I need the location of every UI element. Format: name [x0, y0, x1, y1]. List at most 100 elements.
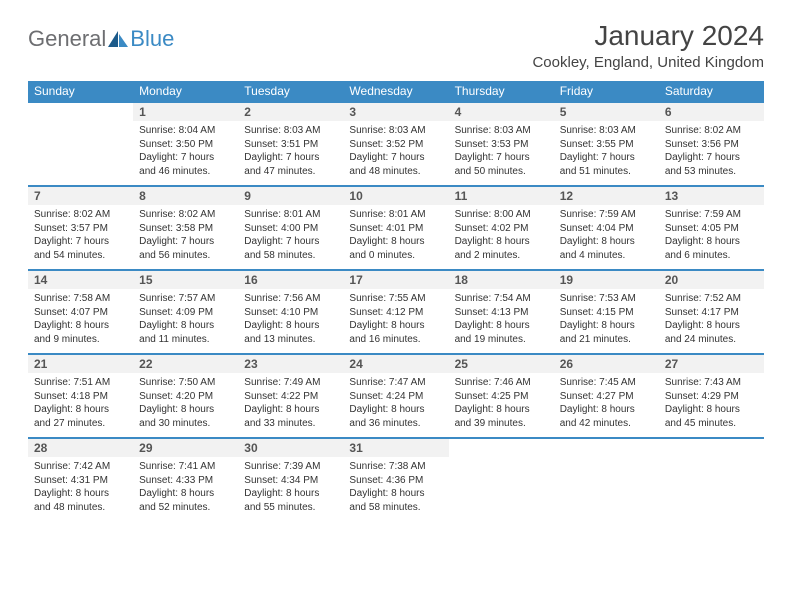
day-number: 29	[133, 439, 238, 457]
day-number: 1	[133, 103, 238, 121]
day-number: 24	[343, 355, 448, 373]
day-number: 14	[28, 271, 133, 289]
calendar-day-cell: 13Sunrise: 7:59 AMSunset: 4:05 PMDayligh…	[659, 186, 764, 270]
day-number: 31	[343, 439, 448, 457]
calendar-day-cell: 10Sunrise: 8:01 AMSunset: 4:01 PMDayligh…	[343, 186, 448, 270]
day-details: Sunrise: 7:57 AMSunset: 4:09 PMDaylight:…	[133, 289, 238, 348]
weekday-header: Monday	[133, 81, 238, 102]
day-number: 7	[28, 187, 133, 205]
day-number: 18	[449, 271, 554, 289]
calendar-day-cell: 9Sunrise: 8:01 AMSunset: 4:00 PMDaylight…	[238, 186, 343, 270]
weekday-header: Saturday	[659, 81, 764, 102]
day-details: Sunrise: 8:02 AMSunset: 3:56 PMDaylight:…	[659, 121, 764, 180]
day-number: 10	[343, 187, 448, 205]
calendar-day-cell: 7Sunrise: 8:02 AMSunset: 3:57 PMDaylight…	[28, 186, 133, 270]
calendar-day-cell: ..	[659, 438, 764, 522]
calendar-week-row: 14Sunrise: 7:58 AMSunset: 4:07 PMDayligh…	[28, 270, 764, 354]
calendar-day-cell: 4Sunrise: 8:03 AMSunset: 3:53 PMDaylight…	[449, 102, 554, 186]
day-details: Sunrise: 7:53 AMSunset: 4:15 PMDaylight:…	[554, 289, 659, 348]
calendar-week-row: ..1Sunrise: 8:04 AMSunset: 3:50 PMDaylig…	[28, 102, 764, 186]
calendar-day-cell: 17Sunrise: 7:55 AMSunset: 4:12 PMDayligh…	[343, 270, 448, 354]
calendar-day-cell: ..	[554, 438, 659, 522]
day-details: Sunrise: 7:59 AMSunset: 4:04 PMDaylight:…	[554, 205, 659, 264]
calendar-week-row: 7Sunrise: 8:02 AMSunset: 3:57 PMDaylight…	[28, 186, 764, 270]
day-number: 20	[659, 271, 764, 289]
day-details: Sunrise: 7:49 AMSunset: 4:22 PMDaylight:…	[238, 373, 343, 432]
calendar-day-cell: 6Sunrise: 8:02 AMSunset: 3:56 PMDaylight…	[659, 102, 764, 186]
location-subtitle: Cookley, England, United Kingdom	[532, 54, 764, 71]
day-details: Sunrise: 8:01 AMSunset: 4:01 PMDaylight:…	[343, 205, 448, 264]
day-details: Sunrise: 7:58 AMSunset: 4:07 PMDaylight:…	[28, 289, 133, 348]
logo-sail-icon	[108, 31, 128, 47]
day-details: Sunrise: 7:56 AMSunset: 4:10 PMDaylight:…	[238, 289, 343, 348]
day-details: Sunrise: 7:52 AMSunset: 4:17 PMDaylight:…	[659, 289, 764, 348]
weekday-header: Thursday	[449, 81, 554, 102]
day-number: 9	[238, 187, 343, 205]
calendar-day-cell: 5Sunrise: 8:03 AMSunset: 3:55 PMDaylight…	[554, 102, 659, 186]
day-details: Sunrise: 7:55 AMSunset: 4:12 PMDaylight:…	[343, 289, 448, 348]
calendar-day-cell: 19Sunrise: 7:53 AMSunset: 4:15 PMDayligh…	[554, 270, 659, 354]
weekday-header: Tuesday	[238, 81, 343, 102]
day-number: 2	[238, 103, 343, 121]
day-details: Sunrise: 7:46 AMSunset: 4:25 PMDaylight:…	[449, 373, 554, 432]
day-number: 6	[659, 103, 764, 121]
weekday-header: Wednesday	[343, 81, 448, 102]
day-details: Sunrise: 8:00 AMSunset: 4:02 PMDaylight:…	[449, 205, 554, 264]
day-details: Sunrise: 7:50 AMSunset: 4:20 PMDaylight:…	[133, 373, 238, 432]
day-details: Sunrise: 8:01 AMSunset: 4:00 PMDaylight:…	[238, 205, 343, 264]
day-number: 26	[554, 355, 659, 373]
day-details: Sunrise: 7:45 AMSunset: 4:27 PMDaylight:…	[554, 373, 659, 432]
calendar-day-cell: 26Sunrise: 7:45 AMSunset: 4:27 PMDayligh…	[554, 354, 659, 438]
day-details: Sunrise: 8:04 AMSunset: 3:50 PMDaylight:…	[133, 121, 238, 180]
calendar-day-cell: 3Sunrise: 8:03 AMSunset: 3:52 PMDaylight…	[343, 102, 448, 186]
calendar-day-cell: 20Sunrise: 7:52 AMSunset: 4:17 PMDayligh…	[659, 270, 764, 354]
calendar-day-cell: 14Sunrise: 7:58 AMSunset: 4:07 PMDayligh…	[28, 270, 133, 354]
day-details: Sunrise: 7:39 AMSunset: 4:34 PMDaylight:…	[238, 457, 343, 516]
day-details: Sunrise: 8:03 AMSunset: 3:55 PMDaylight:…	[554, 121, 659, 180]
calendar-day-cell: 27Sunrise: 7:43 AMSunset: 4:29 PMDayligh…	[659, 354, 764, 438]
page-title: January 2024	[532, 20, 764, 52]
calendar-day-cell: 18Sunrise: 7:54 AMSunset: 4:13 PMDayligh…	[449, 270, 554, 354]
day-number: 4	[449, 103, 554, 121]
calendar-day-cell: ..	[449, 438, 554, 522]
weekday-header: Sunday	[28, 81, 133, 102]
day-number: 8	[133, 187, 238, 205]
day-number: 5	[554, 103, 659, 121]
logo-text-general: General	[28, 26, 106, 52]
day-details: Sunrise: 7:41 AMSunset: 4:33 PMDaylight:…	[133, 457, 238, 516]
day-number: 13	[659, 187, 764, 205]
calendar-day-cell: 15Sunrise: 7:57 AMSunset: 4:09 PMDayligh…	[133, 270, 238, 354]
logo: General Blue	[28, 20, 174, 52]
day-number: 23	[238, 355, 343, 373]
calendar-day-cell: 22Sunrise: 7:50 AMSunset: 4:20 PMDayligh…	[133, 354, 238, 438]
weekday-header: Friday	[554, 81, 659, 102]
title-block: January 2024 Cookley, England, United Ki…	[532, 20, 764, 77]
calendar-day-cell: 24Sunrise: 7:47 AMSunset: 4:24 PMDayligh…	[343, 354, 448, 438]
day-number: 17	[343, 271, 448, 289]
calendar-day-cell: 31Sunrise: 7:38 AMSunset: 4:36 PMDayligh…	[343, 438, 448, 522]
day-details: Sunrise: 7:43 AMSunset: 4:29 PMDaylight:…	[659, 373, 764, 432]
day-details: Sunrise: 8:02 AMSunset: 3:58 PMDaylight:…	[133, 205, 238, 264]
weekday-header-row: Sunday Monday Tuesday Wednesday Thursday…	[28, 81, 764, 102]
day-details: Sunrise: 8:03 AMSunset: 3:53 PMDaylight:…	[449, 121, 554, 180]
day-number: 12	[554, 187, 659, 205]
calendar-day-cell: 8Sunrise: 8:02 AMSunset: 3:58 PMDaylight…	[133, 186, 238, 270]
day-number: 28	[28, 439, 133, 457]
day-details: Sunrise: 7:38 AMSunset: 4:36 PMDaylight:…	[343, 457, 448, 516]
day-number: 22	[133, 355, 238, 373]
calendar-day-cell: 25Sunrise: 7:46 AMSunset: 4:25 PMDayligh…	[449, 354, 554, 438]
day-details: Sunrise: 7:47 AMSunset: 4:24 PMDaylight:…	[343, 373, 448, 432]
calendar-day-cell: 23Sunrise: 7:49 AMSunset: 4:22 PMDayligh…	[238, 354, 343, 438]
day-details: Sunrise: 7:51 AMSunset: 4:18 PMDaylight:…	[28, 373, 133, 432]
logo-text-blue: Blue	[130, 26, 174, 52]
header: General Blue January 2024 Cookley, Engla…	[28, 20, 764, 77]
day-details: Sunrise: 7:59 AMSunset: 4:05 PMDaylight:…	[659, 205, 764, 264]
day-details: Sunrise: 7:42 AMSunset: 4:31 PMDaylight:…	[28, 457, 133, 516]
calendar-day-cell: 2Sunrise: 8:03 AMSunset: 3:51 PMDaylight…	[238, 102, 343, 186]
calendar-day-cell: 12Sunrise: 7:59 AMSunset: 4:04 PMDayligh…	[554, 186, 659, 270]
day-number: 21	[28, 355, 133, 373]
calendar-week-row: 28Sunrise: 7:42 AMSunset: 4:31 PMDayligh…	[28, 438, 764, 522]
calendar-day-cell: 1Sunrise: 8:04 AMSunset: 3:50 PMDaylight…	[133, 102, 238, 186]
calendar-day-cell: 30Sunrise: 7:39 AMSunset: 4:34 PMDayligh…	[238, 438, 343, 522]
day-details: Sunrise: 7:54 AMSunset: 4:13 PMDaylight:…	[449, 289, 554, 348]
